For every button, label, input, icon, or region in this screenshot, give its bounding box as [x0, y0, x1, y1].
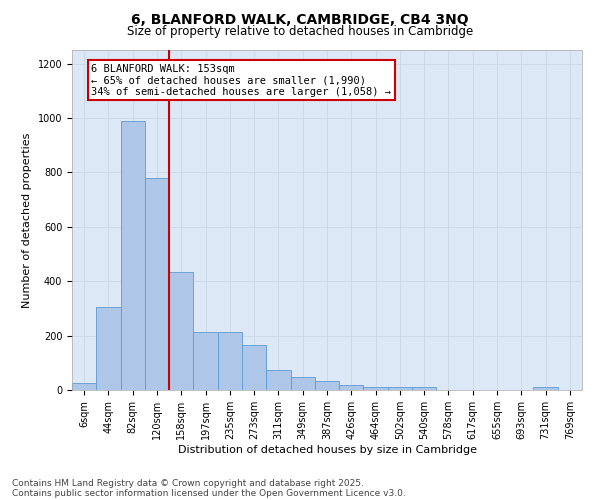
Bar: [266, 370, 290, 390]
Text: Contains public sector information licensed under the Open Government Licence v3: Contains public sector information licen…: [12, 488, 406, 498]
Bar: [121, 120, 145, 390]
Text: 6, BLANFORD WALK, CAMBRIDGE, CB4 3NQ: 6, BLANFORD WALK, CAMBRIDGE, CB4 3NQ: [131, 12, 469, 26]
Bar: [193, 332, 218, 390]
Bar: [533, 388, 558, 390]
Bar: [145, 178, 169, 390]
X-axis label: Distribution of detached houses by size in Cambridge: Distribution of detached houses by size …: [178, 444, 476, 454]
Text: 6 BLANFORD WALK: 153sqm
← 65% of detached houses are smaller (1,990)
34% of semi: 6 BLANFORD WALK: 153sqm ← 65% of detache…: [91, 64, 391, 97]
Bar: [72, 383, 96, 390]
Text: Contains HM Land Registry data © Crown copyright and database right 2025.: Contains HM Land Registry data © Crown c…: [12, 478, 364, 488]
Bar: [364, 386, 388, 390]
Bar: [290, 377, 315, 390]
Bar: [315, 381, 339, 390]
Bar: [388, 388, 412, 390]
Bar: [96, 307, 121, 390]
Bar: [218, 332, 242, 390]
Bar: [169, 272, 193, 390]
Bar: [412, 388, 436, 390]
Bar: [242, 345, 266, 390]
Y-axis label: Number of detached properties: Number of detached properties: [22, 132, 32, 308]
Text: Size of property relative to detached houses in Cambridge: Size of property relative to detached ho…: [127, 25, 473, 38]
Bar: [339, 384, 364, 390]
